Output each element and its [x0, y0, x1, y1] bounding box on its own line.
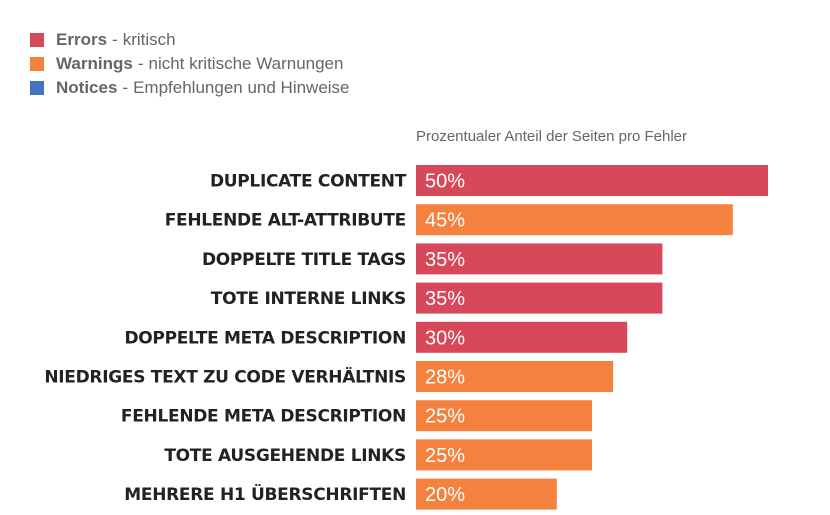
- legend-description: kritisch: [122, 30, 176, 49]
- bar: [416, 478, 557, 510]
- bar: [416, 165, 768, 196]
- legend-separator: -: [122, 78, 129, 97]
- legend-name: Notices: [56, 78, 118, 97]
- value-label: 28%: [425, 367, 465, 389]
- bar: [416, 439, 592, 471]
- category-label: FEHLENDE ALT-ATTRIBUTE: [165, 211, 406, 231]
- legend-name: Warnings: [56, 54, 133, 73]
- category-label: TOTE INTERNE LINKS: [211, 289, 406, 309]
- bar: [416, 243, 663, 275]
- legend: Errors - kritisch Warnings - nicht kriti…: [30, 28, 350, 100]
- value-label: 25%: [425, 445, 465, 467]
- notices-swatch: [30, 81, 44, 95]
- category-label: TOTE AUSGEHENDE LINKS: [164, 446, 406, 466]
- legend-name: Errors: [56, 30, 108, 49]
- bar: [416, 321, 628, 353]
- category-label: FEHLENDE META DESCRIPTION: [121, 407, 406, 427]
- category-label: DOPPELTE TITLE TAGS: [202, 250, 406, 270]
- chart-title: Prozentualer Anteil der Seiten pro Fehle…: [416, 128, 687, 145]
- value-label: 25%: [425, 406, 465, 428]
- bar: [416, 400, 592, 432]
- value-label: 45%: [425, 210, 465, 232]
- category-label: DUPLICATE CONTENT: [210, 172, 407, 192]
- bar: [416, 282, 663, 314]
- value-label: 35%: [425, 288, 465, 310]
- legend-item-notices: Notices - Empfehlungen und Hinweise: [30, 76, 350, 100]
- legend-separator: -: [112, 30, 118, 49]
- value-label: 20%: [425, 484, 465, 506]
- value-label: 35%: [425, 249, 465, 271]
- category-label: MEHRERE H1 ÜBERSCHRIFTEN: [124, 483, 406, 505]
- legend-item-errors: Errors - kritisch: [30, 28, 350, 52]
- legend-item-warnings: Warnings - nicht kritische Warnungen: [30, 52, 350, 76]
- bar: [416, 204, 733, 236]
- warnings-swatch: [30, 57, 44, 71]
- value-label: 30%: [425, 327, 465, 349]
- bar: [416, 361, 614, 392]
- legend-description: nicht kritische Warnungen: [148, 54, 344, 73]
- category-label: NIEDRIGES TEXT ZU CODE VERHÄLTNIS: [44, 366, 406, 388]
- value-label: 50%: [425, 171, 465, 193]
- legend-description: Empfehlungen und Hinweise: [133, 78, 350, 97]
- legend-separator: -: [137, 54, 144, 73]
- category-label: DOPPELTE META DESCRIPTION: [124, 328, 406, 348]
- errors-swatch: [30, 33, 44, 47]
